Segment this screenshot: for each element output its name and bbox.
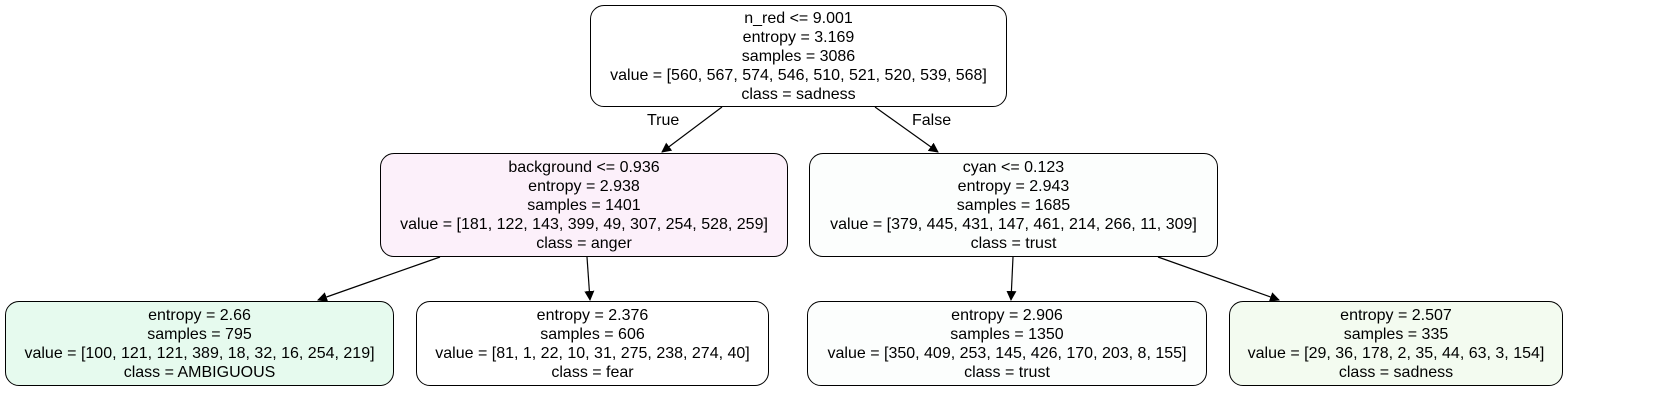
edge-n0-n2 (874, 106, 939, 153)
tree-node-n4: entropy = 2.376 samples = 606 value = [81,… (416, 301, 769, 386)
node-text-line: entropy = 2.938 (528, 177, 640, 195)
node-text-line: entropy = 3.169 (742, 28, 855, 46)
node-text-line: samples = 335 (1343, 325, 1449, 343)
node-text-line: entropy = 2.376 (536, 306, 649, 324)
node-text-line: cyan <= 0.123 (962, 158, 1065, 176)
edge-n0-n1 (661, 106, 723, 153)
node-text-line: entropy = 2.507 (1340, 306, 1452, 324)
node-text-line: entropy = 2.66 (148, 306, 251, 324)
node-text-line: value = [181, 122, 143, 399, 49, 307, 25… (400, 215, 768, 233)
node-text-line: background <= 0.936 (508, 158, 660, 176)
node-text-line: n_red <= 9.001 (744, 9, 853, 27)
node-text-line: value = [81, 1, 22, 10, 31, 275, 238, 27… (435, 344, 750, 362)
node-text-line: class = trust (964, 363, 1050, 381)
node-text-line: entropy = 2.906 (951, 306, 1063, 324)
node-text-line: samples = 795 (147, 325, 252, 343)
node-text-line: entropy = 2.943 (957, 177, 1070, 195)
node-text-line: class = sadness (741, 85, 856, 103)
node-text-line: value = [350, 409, 253, 145, 426, 170, 2… (827, 344, 1187, 362)
tree-node-n2: cyan <= 0.123 entropy = 2.943 samples = 16… (809, 153, 1218, 257)
node-text-line: samples = 3086 (741, 47, 856, 65)
edge-n2-n6 (1157, 256, 1280, 302)
tree-node-n0: n_red <= 9.001 entropy = 3.169 samples = 3… (590, 5, 1007, 107)
node-text-line: samples = 1401 (527, 196, 641, 214)
node-text-line: class = trust (970, 234, 1057, 252)
node-text-line: samples = 1350 (950, 325, 1064, 343)
node-text-line: samples = 606 (540, 325, 645, 343)
tree-node-n3: entropy = 2.66 samples = 795 value = [100,… (5, 301, 394, 386)
tree-node-n6: entropy = 2.507 samples = 335 value = [29,… (1229, 301, 1563, 386)
node-text-line: value = [379, 445, 431, 147, 461, 214, 2… (830, 215, 1197, 233)
node-text-line: class = sadness (1338, 363, 1454, 381)
edge-n2-n5 (1006, 256, 1017, 301)
tree-node-n1: background <= 0.936 entropy = 2.938 sample… (380, 153, 788, 257)
node-text-line: samples = 1685 (956, 196, 1071, 214)
node-text-line: value = [560, 567, 574, 546, 510, 521, 5… (610, 66, 987, 84)
edge-label-false: False (912, 112, 952, 129)
node-text-line: class = AMBIGUOUS (123, 363, 276, 381)
node-text-line: class = fear (551, 363, 634, 381)
node-text-line: value = [100, 121, 121, 389, 18, 32, 16,… (24, 344, 375, 362)
node-text-line: value = [29, 36, 178, 2, 35, 44, 63, 3, … (1247, 344, 1545, 362)
edge-n1-n3 (317, 256, 441, 302)
tree-node-n5: entropy = 2.906 samples = 1350 value = [35… (807, 301, 1207, 386)
edge-label-true: True (647, 112, 680, 129)
node-text-line: class = anger (536, 234, 632, 252)
edge-n1-n4 (584, 256, 595, 301)
